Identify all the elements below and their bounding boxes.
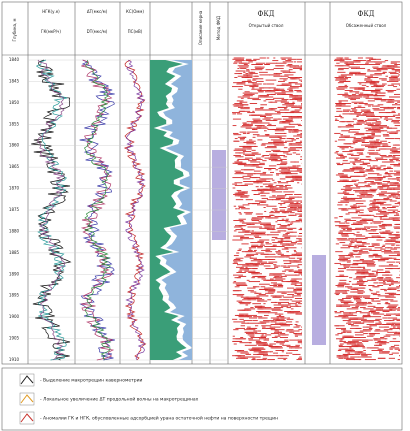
legend-text: - Выделение макротрещин кавернометрии <box>40 378 143 384</box>
track-bottom: ПС(мВ) <box>128 29 143 34</box>
depth-label: 1855 <box>9 121 20 126</box>
fkd-subtitle: Открытый ствол <box>249 23 284 28</box>
track-top: НГК(у.е) <box>42 9 60 14</box>
depth-label: 1840 <box>9 57 20 62</box>
depth-label: 1885 <box>9 250 20 255</box>
depth-label: 1870 <box>9 186 20 191</box>
track-top: КС(Омм) <box>126 9 144 14</box>
depth-title: Глубина, м <box>12 18 17 41</box>
method-interval <box>212 150 226 240</box>
fkd-title: ФКД <box>258 10 275 18</box>
fkd-title: ФКД <box>358 10 375 18</box>
track-bottom: DT(мкс/м) <box>87 29 108 34</box>
well-log-figure: Глубина, м НГК(у.е) ГК(мкР/ч) ΔT(мкс/м) … <box>0 0 410 431</box>
method-interval <box>312 255 326 345</box>
depth-label: 1905 <box>9 336 20 341</box>
track-top: ΔT(мкс/м) <box>87 9 108 14</box>
depth-label: 1880 <box>9 228 20 233</box>
depth-label: 1845 <box>9 78 20 83</box>
legend-text: - Локальное увеличение ΔT продольной вол… <box>40 396 199 403</box>
depth-label: 1910 <box>9 357 20 362</box>
depth-label: 1895 <box>9 293 20 298</box>
method-title: Метод ФКД <box>216 16 221 40</box>
depth-label: 1865 <box>9 164 20 169</box>
track-bottom: ГК(мкР/ч) <box>41 29 61 34</box>
depth-label: 1900 <box>9 314 20 319</box>
depth-label: 1890 <box>9 271 20 276</box>
legend-text: - Аномалии ГК и НГК, обусловленные адсор… <box>40 415 278 422</box>
depth-label: 1860 <box>9 143 20 148</box>
depth-label: 1875 <box>9 207 20 212</box>
depth-label: 1850 <box>9 100 20 105</box>
fkd-subtitle: Обсаженный ствол <box>346 23 387 28</box>
core-title: Описание керна <box>198 10 203 45</box>
